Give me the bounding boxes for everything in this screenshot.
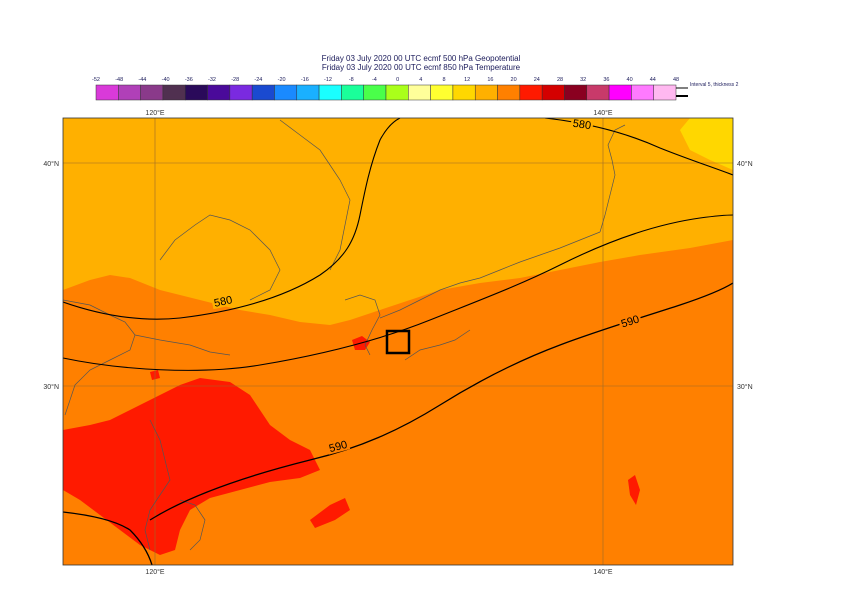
color-scale: -52 -48 -44 -40 -36 -32 -28 -24 -20 -16 -12 -8 -4 0 4 8… <box>92 77 739 101</box>
svg-text:590: 590 <box>328 439 349 455</box>
title-line-temperature: Friday 03 July 2020 00 UTC ecmf 850 hPa … <box>321 63 521 72</box>
svg-text:580: 580 <box>572 118 592 132</box>
contour-590-sw <box>63 511 153 565</box>
lat-label-30-right: 30°N <box>737 383 753 391</box>
lon-label-140-top: 140°E <box>593 109 612 117</box>
contour-label-590-east: 590 <box>617 312 643 330</box>
contour-580-west <box>63 118 401 320</box>
title-line-geopotential: Friday 03 July 2020 00 UTC ecmf 500 hPa … <box>321 54 521 63</box>
temp-field-12-16 <box>63 118 733 325</box>
color-scale-tick-label: -44 <box>138 77 146 83</box>
color-scale-tick-label: -12 <box>324 77 332 83</box>
region-highlight-box <box>385 329 411 355</box>
color-scale-tick-label: 0 <box>396 77 399 83</box>
temp-patch-20-24 <box>310 498 350 528</box>
svg-text:590: 590 <box>620 313 641 330</box>
color-scale-tick-label: -32 <box>208 77 216 83</box>
color-scale-tick-label: 32 <box>580 77 586 83</box>
color-scale-tick-label: 44 <box>650 77 656 83</box>
color-scale-boxes <box>95 84 677 101</box>
color-scale-tick-label: 28 <box>557 77 563 83</box>
lat-label-40-left: 40°N <box>43 160 59 168</box>
map-frame <box>62 117 734 566</box>
color-scale-tick-label: -48 <box>115 77 123 83</box>
lon-label-140-bottom: 140°E <box>593 568 612 576</box>
contour-label-580-west: 580 <box>211 293 236 310</box>
contour-585 <box>63 214 733 371</box>
color-scale-tick-label: -8 <box>349 77 354 83</box>
color-scale-tick-label: -36 <box>185 77 193 83</box>
legend-interval-text: Interval 5, thickness 2 <box>690 82 739 88</box>
color-scale-tick-label: 40 <box>627 77 633 83</box>
temp-field-20-24 <box>63 378 320 555</box>
color-scale-tick-label: -52 <box>92 77 100 83</box>
color-scale-tick-label: -16 <box>301 77 309 83</box>
color-scale-tick-label: -40 <box>162 77 170 83</box>
color-scale-tick-label: 16 <box>487 77 493 83</box>
color-scale-tick-label: 20 <box>511 77 517 83</box>
coastlines <box>63 119 626 551</box>
lat-label-30-left: 30°N <box>43 383 59 391</box>
contour-label-580-east: 580 <box>570 118 594 132</box>
lon-label-120-top: 120°E <box>145 109 164 117</box>
color-scale-tick-label: 48 <box>673 77 679 83</box>
color-scale-tick-label: 36 <box>603 77 609 83</box>
lat-label-40-right: 40°N <box>737 160 753 168</box>
temp-patch-20-24-east <box>628 475 640 505</box>
color-scale-tick-label: -24 <box>254 77 262 83</box>
color-scale-tick-label: 4 <box>419 77 422 83</box>
contour-590 <box>149 282 733 521</box>
color-scale-tick-label: -4 <box>372 77 377 83</box>
temp-field-8-12 <box>680 118 733 170</box>
color-scale-labels: -52 -48 -44 -40 -36 -32 -28 -24 -20 -16 -12 -8 -4 0 4 8… <box>92 77 679 83</box>
color-scale-tick-label: 12 <box>464 77 470 83</box>
color-scale-tick-label: 8 <box>442 77 445 83</box>
svg-text:580: 580 <box>213 294 233 310</box>
color-scale-tick-label: -28 <box>231 77 239 83</box>
contour-label-590-center: 590 <box>326 438 351 455</box>
color-scale-tick-label: 24 <box>534 77 540 83</box>
color-scale-tick-label: -20 <box>278 77 286 83</box>
color-scale-box <box>653 84 677 101</box>
lon-label-120-bottom: 120°E <box>145 568 164 576</box>
